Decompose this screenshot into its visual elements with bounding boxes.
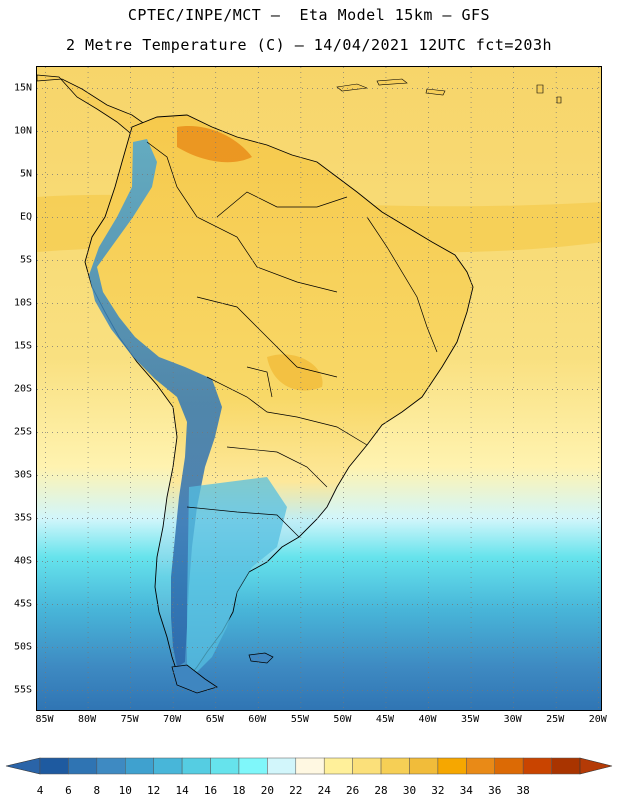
colorbar [5, 757, 613, 775]
latitude-label: 5S [19, 254, 32, 265]
colorbar-bin [210, 757, 240, 775]
chart-title-line-1: CPTEC/INPE/MCT – Eta Model 15km – GFS [127, 6, 491, 24]
colorbar-bin [352, 757, 382, 775]
colorbar-tick-label: 6 [65, 784, 72, 797]
latitude-label: 10S [13, 297, 32, 308]
colorbar-tick-label: 18 [232, 784, 246, 797]
colorbar-tick-label: 38 [516, 784, 530, 797]
longitude-label: 70W [163, 714, 182, 725]
pantanal-warm [267, 354, 323, 391]
colorbar-tick-label: 8 [93, 784, 101, 797]
patagonia-cool [187, 477, 287, 672]
country-borders [146, 141, 438, 538]
colorbar-bin [68, 757, 98, 775]
colorbar-bin [380, 757, 410, 775]
colorbar-bin [267, 757, 297, 775]
colorbar-tick-label: 30 [402, 784, 417, 797]
colorbar-bin [522, 757, 552, 775]
latitude-label: EQ [19, 211, 32, 222]
colorbar-bin [323, 757, 353, 775]
colorbar-bin [494, 757, 524, 775]
colorbar-bin [551, 757, 581, 775]
colorbar-bin [39, 757, 69, 775]
latitude-label: 15N [13, 82, 32, 93]
colorbar-tick-label: 20 [260, 784, 274, 797]
colorbar-bin [96, 757, 126, 775]
colorbar-bin [466, 757, 495, 775]
colorbar-tick-label: 36 [488, 784, 502, 797]
longitude-label: 75W [120, 714, 139, 725]
longitude-label: 35W [461, 714, 480, 725]
latitude-label: 30S [13, 469, 32, 480]
colorbar-tick-label: 16 [203, 784, 218, 797]
colorbar-tick-label: 14 [175, 784, 189, 797]
colorbar-tick-label: 12 [147, 784, 161, 797]
chart-title-line-2: 2 Metre Temperature (C) – 14/04/2021 12U… [65, 36, 553, 54]
latitude-label: 45S [13, 598, 32, 609]
colorbar-bin [238, 757, 268, 775]
colorbar-bin [295, 757, 325, 775]
falkland-islands [248, 652, 274, 664]
longitude-label: 45W [375, 714, 394, 725]
colorbar-tick-label: 24 [317, 784, 331, 797]
colorbar-over-arrow [579, 757, 613, 775]
colorbar-tick-label: 4 [36, 784, 44, 797]
latitude-label: 35S [13, 512, 32, 523]
colorbar-tick-label: 10 [118, 784, 132, 797]
latitude-label: 50S [13, 641, 32, 652]
map-frame [36, 66, 602, 711]
colorbar-tick-label: 22 [289, 784, 303, 797]
longitude-label: 50W [333, 714, 352, 725]
colorbar-under-arrow [5, 757, 41, 775]
venezuela-hot-spot [177, 126, 252, 163]
longitude-label: 85W [35, 714, 54, 725]
latitude-label: 10N [13, 125, 32, 136]
colorbar-bin [153, 757, 183, 775]
colorbar-tick-label: 32 [431, 784, 445, 797]
longitude-label: 30W [503, 714, 522, 725]
longitude-label: 40W [418, 714, 437, 725]
longitude-label: 60W [248, 714, 267, 725]
longitude-label: 55W [290, 714, 309, 725]
longitude-label: 65W [205, 714, 224, 725]
temperature-map [37, 67, 601, 710]
colorbar-tick-label: 28 [374, 784, 388, 797]
longitude-label: 80W [78, 714, 97, 725]
latitude-label: 55S [13, 684, 32, 695]
tierra-del-fuego [171, 664, 218, 694]
colorbar-tick-label: 34 [459, 784, 473, 797]
longitude-label: 20W [588, 714, 607, 725]
latitude-label: 25S [13, 426, 32, 437]
colorbar-bin [409, 757, 439, 775]
latitude-label: 20S [13, 383, 32, 394]
longitude-label: 25W [546, 714, 565, 725]
caribbean-islands [336, 78, 562, 104]
colorbar-tick-label: 26 [346, 784, 360, 797]
colorbar-bin [125, 757, 154, 775]
latitude-label: 40S [13, 555, 32, 566]
latitude-label: 5N [19, 168, 32, 179]
colorbar-bin [181, 757, 211, 775]
colorbar-bin [437, 757, 467, 775]
latitude-label: 15S [13, 340, 32, 351]
